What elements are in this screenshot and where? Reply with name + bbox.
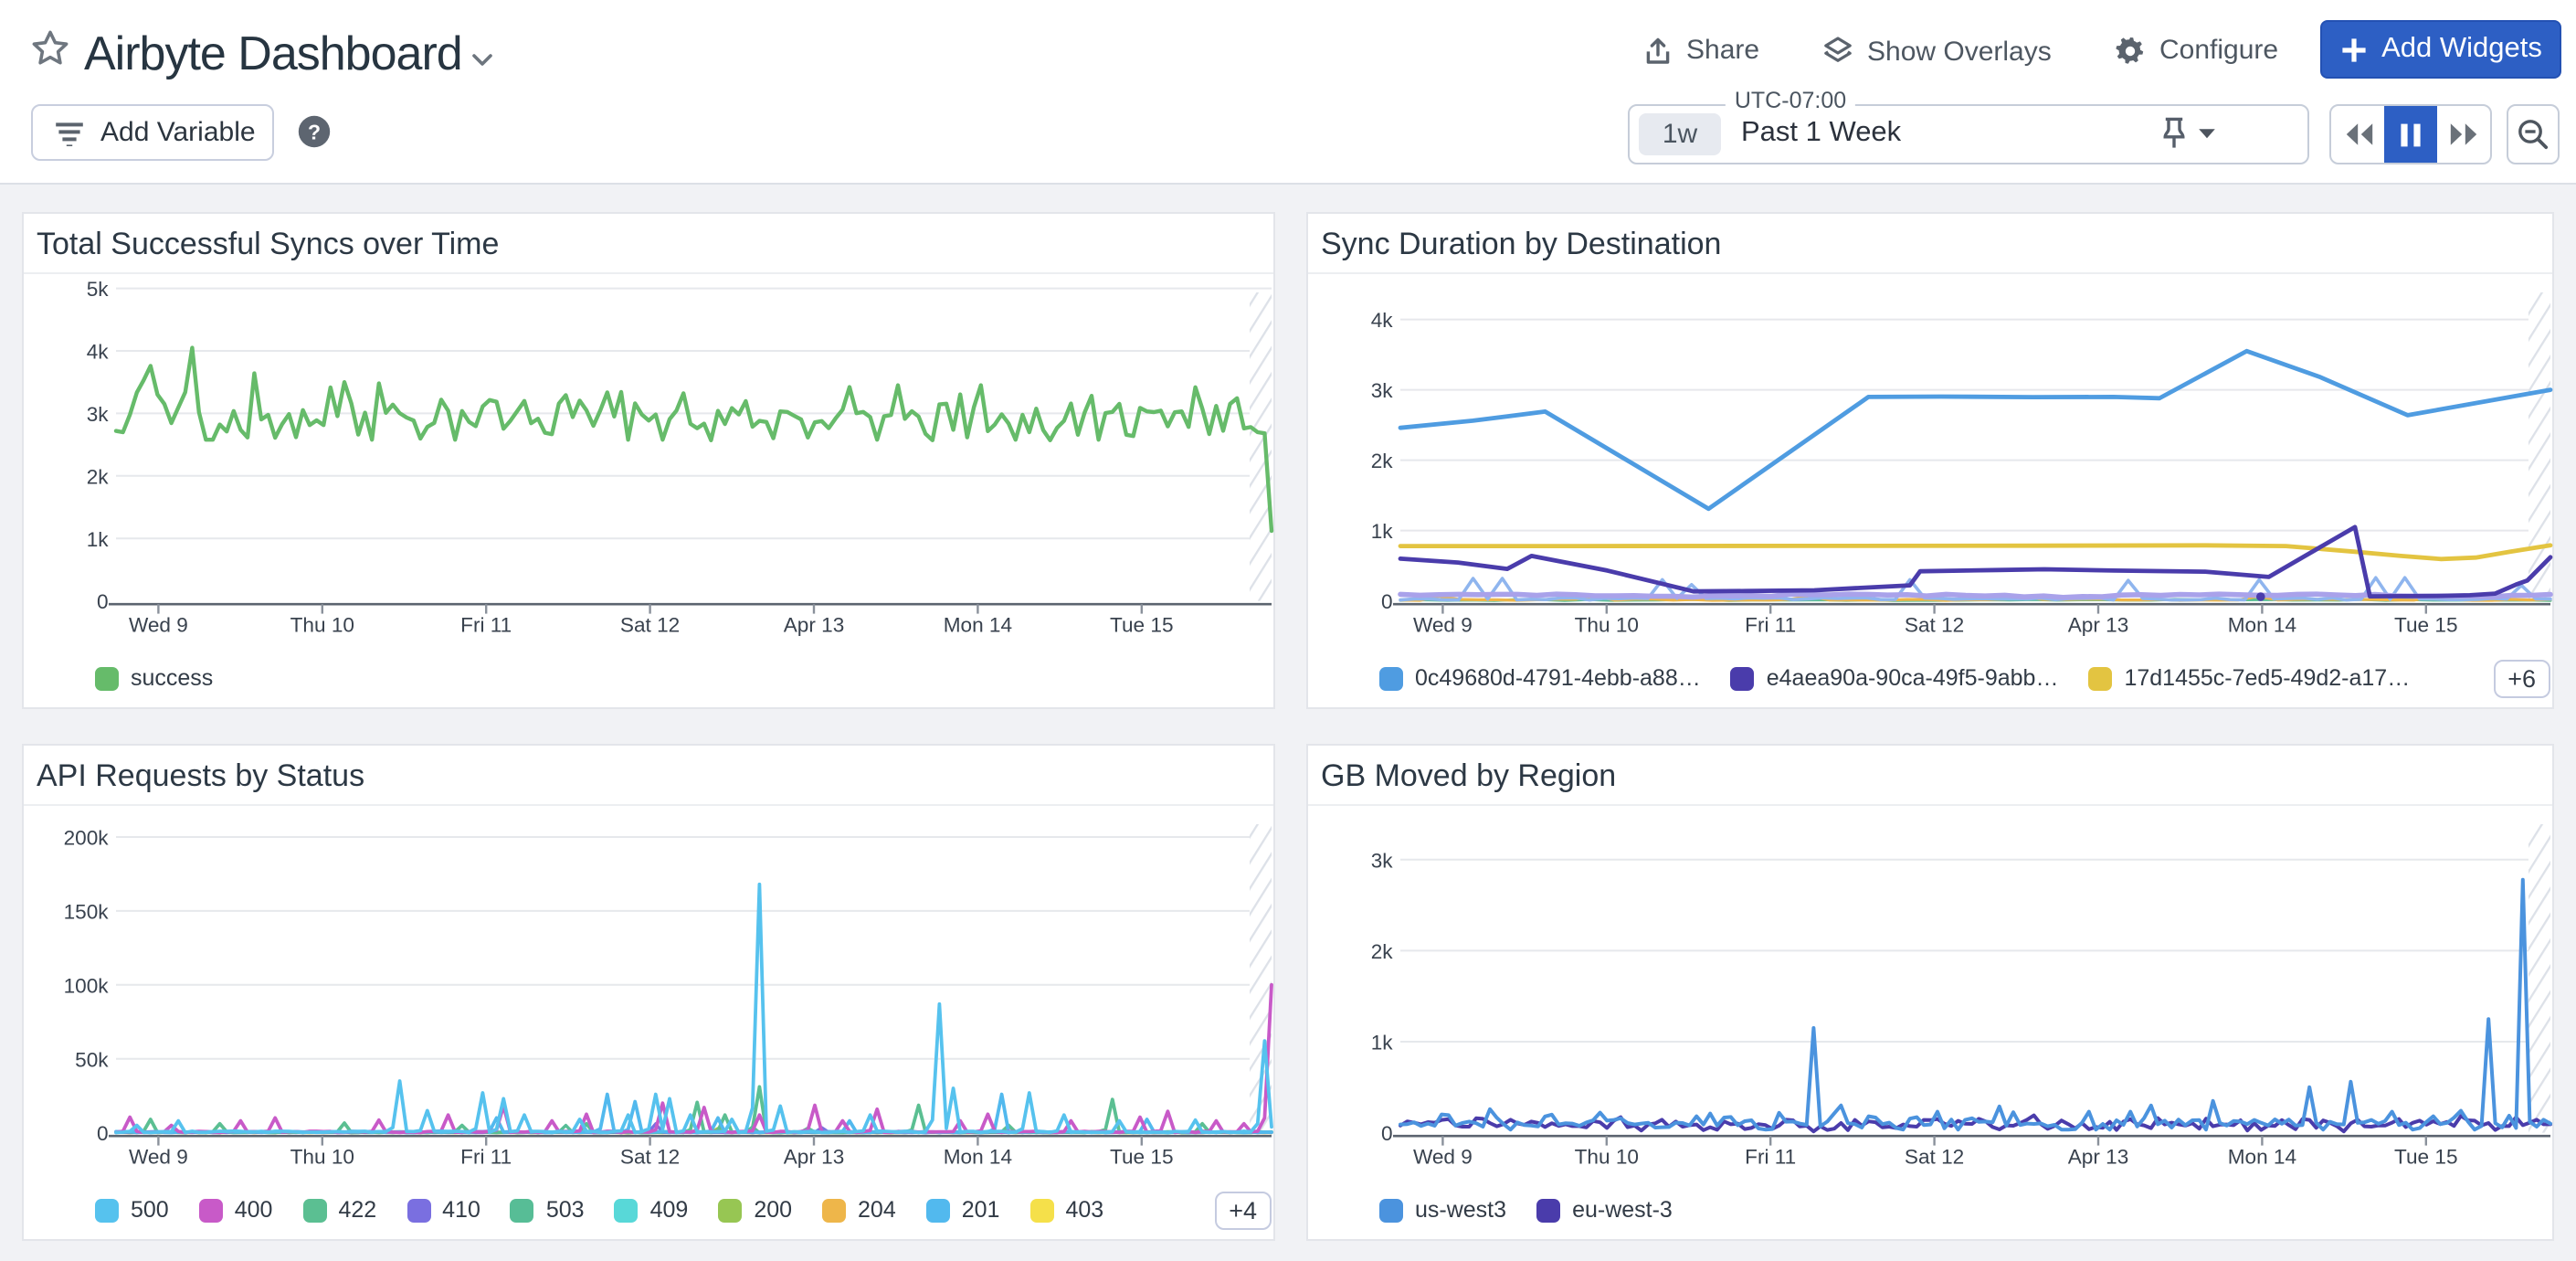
svg-text:Apr 13: Apr 13 xyxy=(2068,612,2129,635)
svg-text:Fri 11: Fri 11 xyxy=(1745,612,1796,635)
svg-text:4k: 4k xyxy=(1371,308,1394,331)
svg-text:Sat 12: Sat 12 xyxy=(1905,612,1964,635)
svg-text:Sat 12: Sat 12 xyxy=(620,612,680,635)
svg-text:2k: 2k xyxy=(87,464,110,487)
svg-text:Wed 9: Wed 9 xyxy=(129,1144,188,1167)
svg-text:0: 0 xyxy=(97,589,109,612)
svg-text:Thu 10: Thu 10 xyxy=(290,1144,354,1167)
svg-text:Tue 15: Tue 15 xyxy=(2394,612,2458,635)
svg-text:Thu 10: Thu 10 xyxy=(1575,1144,1639,1167)
svg-text:5k: 5k xyxy=(87,277,110,300)
svg-text:Apr 13: Apr 13 xyxy=(784,612,845,635)
svg-text:Wed 9: Wed 9 xyxy=(129,612,188,635)
svg-text:1k: 1k xyxy=(87,527,110,550)
svg-text:Apr 13: Apr 13 xyxy=(2068,1144,2129,1167)
svg-text:4k: 4k xyxy=(87,340,110,363)
svg-text:2k: 2k xyxy=(1371,939,1394,962)
svg-text:2k: 2k xyxy=(1371,449,1394,472)
svg-text:Thu 10: Thu 10 xyxy=(290,612,354,635)
svg-text:200k: 200k xyxy=(64,826,110,849)
svg-text:0: 0 xyxy=(97,1121,109,1144)
svg-text:1k: 1k xyxy=(1371,519,1394,542)
svg-text:150k: 150k xyxy=(64,900,110,923)
svg-text:?: ? xyxy=(308,120,321,143)
svg-text:Mon 14: Mon 14 xyxy=(2228,1144,2296,1167)
svg-text:0: 0 xyxy=(1381,1121,1393,1144)
svg-text:3k: 3k xyxy=(1371,848,1394,871)
svg-text:Sat 12: Sat 12 xyxy=(1905,1144,1964,1167)
svg-text:Fri 11: Fri 11 xyxy=(460,612,512,635)
svg-text:Tue 15: Tue 15 xyxy=(1110,1144,1174,1167)
svg-text:Wed 9: Wed 9 xyxy=(1413,612,1473,635)
svg-text:Tue 15: Tue 15 xyxy=(1110,612,1174,635)
svg-text:Fri 11: Fri 11 xyxy=(460,1144,512,1167)
svg-text:3k: 3k xyxy=(1371,378,1394,401)
svg-text:Thu 10: Thu 10 xyxy=(1575,612,1639,635)
svg-text:Mon 14: Mon 14 xyxy=(2228,612,2296,635)
svg-text:Fri 11: Fri 11 xyxy=(1745,1144,1796,1167)
svg-text:Tue 15: Tue 15 xyxy=(2394,1144,2458,1167)
svg-text:50k: 50k xyxy=(75,1047,109,1070)
svg-text:Mon 14: Mon 14 xyxy=(944,1144,1012,1167)
svg-text:Apr 13: Apr 13 xyxy=(784,1144,845,1167)
svg-text:Sat 12: Sat 12 xyxy=(620,1144,680,1167)
svg-text:1k: 1k xyxy=(1371,1031,1394,1054)
svg-text:3k: 3k xyxy=(87,402,110,425)
svg-text:0: 0 xyxy=(1381,589,1393,612)
svg-text:100k: 100k xyxy=(64,973,110,996)
svg-text:Wed 9: Wed 9 xyxy=(1413,1144,1473,1167)
svg-text:Mon 14: Mon 14 xyxy=(944,612,1012,635)
